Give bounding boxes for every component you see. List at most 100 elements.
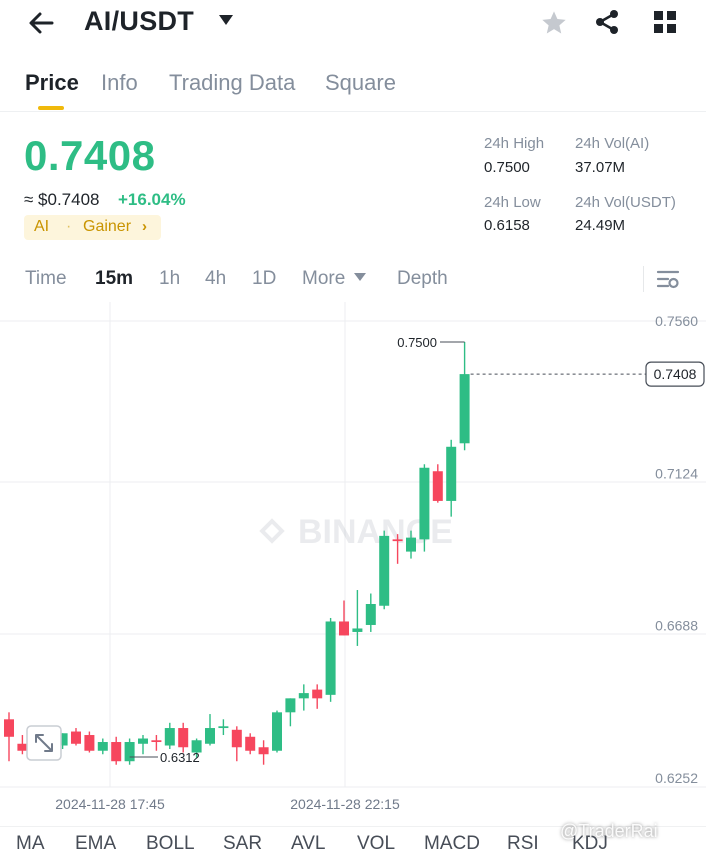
y-tick-label: 0.7124 [655,465,698,481]
candles [4,341,470,765]
tag-separator: · [66,218,72,235]
candle-body [124,742,135,762]
candle-body [231,729,242,748]
indicator-kdj[interactable]: KDJ [572,833,608,854]
last-price: 0.7408 [24,132,156,179]
indicator-macd[interactable]: MACD [424,833,480,854]
candle-body [4,719,14,737]
divider [643,266,644,292]
last-price-box [645,361,705,387]
tf-4h[interactable]: 4h [205,268,227,289]
candle-body [258,747,269,755]
share-icon[interactable] [593,8,621,36]
tag-asset: AI [34,218,50,235]
candle-body [446,446,457,501]
indicator-boll[interactable]: BOLL [146,833,195,854]
back-arrow-icon[interactable] [24,8,58,38]
candle-body [272,712,282,751]
high-marker-label: 0.7500 [397,335,437,350]
candle-body [339,621,349,636]
candle-body [379,535,390,606]
stat-high-label: 24h High [484,135,545,152]
stat-low-value: 0.6158 [484,217,530,234]
x-tick-label: 2024-11-28 17:45 [55,796,165,812]
indicator-vol[interactable]: VOL [357,833,396,854]
candle-body [218,726,229,729]
candle-body [151,740,162,743]
candle-body [111,742,122,762]
candlestick-chart[interactable]: BINANCE 0.7560 0.7124 0.6688 0.6252 2024-11… [0,302,706,822]
y-tick-label: 0.6688 [655,618,698,634]
y-tick-label: 0.6252 [655,770,698,786]
tag-label: Gainer [83,218,132,235]
candle-body [285,698,296,713]
tf-1h[interactable]: 1h [159,268,181,289]
trading-pair-title[interactable]: AI/USDT [84,6,195,36]
price-change: +16.04% [118,190,186,209]
stat-low-label: 24h Low [484,194,541,211]
candle-body [17,743,28,751]
tf-time[interactable]: Time [25,268,67,289]
candle-body [205,728,215,744]
x-tick-label: 2024-11-28 22:15 [290,796,400,812]
candle-body [365,604,376,625]
candle-body [325,621,336,695]
tab-info[interactable]: Info [101,70,138,95]
candle-body [459,374,470,444]
candle-body [191,740,202,753]
candle-body [164,728,175,746]
candle-body [71,731,81,744]
top-bar: AI/USDT [0,0,706,46]
tf-depth[interactable]: Depth [397,268,448,289]
price-markers: 0.7500 0.6312 0.7408 [129,335,705,765]
chart-settings-icon[interactable] [656,269,680,289]
watermark-text: BINANCE [298,513,453,551]
star-icon[interactable] [540,9,568,37]
grid-icon[interactable] [653,10,677,34]
stat-vol-quote-value: 24.49M [575,217,626,234]
candle-body [84,735,95,751]
active-tab-indicator [38,106,64,110]
stat-vol-base-value: 37.07M [575,159,626,176]
page-tabs: Price Info Trading Data Square [0,62,706,112]
low-marker-label: 0.6312 [160,750,200,765]
candle-body [298,693,309,699]
tf-1d[interactable]: 1D [252,268,277,289]
candle-body [419,467,430,540]
candle-body [245,736,256,751]
tab-trading-data[interactable]: Trading Data [169,70,296,95]
candle-body [138,738,148,744]
candle-body [97,742,108,751]
indicator-bar: MA EMA BOLL SAR AVL VOL MACD RSI KDJ [0,826,706,857]
timeframe-bar: Time 15m 1h 4h 1D More Depth [0,264,706,300]
candle-body [392,539,403,542]
tf-15m[interactable]: 15m [95,268,134,289]
candle-body [178,728,189,748]
expand-icon[interactable] [35,734,53,752]
y-axis: 0.7560 0.7124 0.6688 0.6252 [655,313,698,786]
tf-more[interactable]: More [302,268,346,289]
x-axis: 2024-11-28 17:45 2024-11-28 22:15 [55,796,400,812]
candle-body [406,537,416,552]
candle-body [352,628,363,632]
indicator-sar[interactable]: SAR [223,833,263,854]
candle-body [312,689,323,699]
chevron-right-icon: › [142,218,147,235]
stat-vol-quote-label: 24h Vol(USDT) [575,194,676,211]
user-watermark: @TraderRai [560,821,658,841]
indicator-ema[interactable]: EMA [75,833,117,854]
candle-body [57,733,68,746]
last-price-label: 0.7408 [654,366,697,382]
tab-price[interactable]: Price [25,70,79,95]
fiat-price: ≈ $0.7408 [24,190,100,209]
tab-square[interactable]: Square [325,70,396,95]
caret-down-icon[interactable] [218,14,234,26]
indicator-avl[interactable]: AVL [291,833,326,854]
stat-vol-base-label: 24h Vol(AI) [575,135,650,152]
caret-down-icon[interactable] [354,273,366,282]
gainer-tag[interactable]: AI · Gainer › [24,215,161,240]
indicator-ma[interactable]: MA [16,833,45,854]
fullscreen-button[interactable] [26,725,62,761]
candle-body [432,471,443,501]
indicator-rsi[interactable]: RSI [507,833,539,854]
